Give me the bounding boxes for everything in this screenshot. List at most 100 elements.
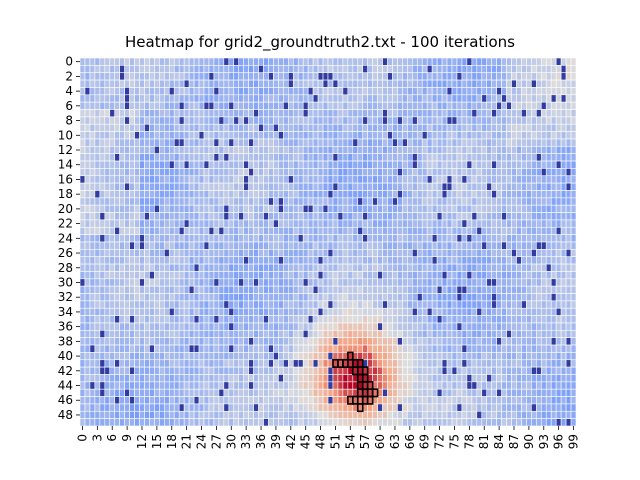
heatmap-cell xyxy=(124,79,130,88)
heatmap-cell xyxy=(178,410,185,419)
heatmap-cell xyxy=(377,160,383,169)
heatmap-cell xyxy=(248,79,254,88)
heatmap-cell xyxy=(436,307,443,316)
heatmap-cell xyxy=(84,315,91,324)
heatmap-cell xyxy=(273,381,279,390)
heatmap-cell xyxy=(94,116,101,125)
heatmap-cell xyxy=(89,285,96,294)
heatmap-cell xyxy=(337,263,344,272)
heatmap-cell xyxy=(471,160,478,169)
heatmap-cell xyxy=(243,344,249,353)
heatmap-cell xyxy=(193,153,200,162)
heatmap-cell xyxy=(292,418,299,427)
heatmap-cell xyxy=(94,131,101,140)
heatmap-cell xyxy=(159,160,165,169)
heatmap-cell xyxy=(526,175,532,184)
heatmap-cell xyxy=(253,381,259,390)
heatmap-cell xyxy=(357,123,364,132)
heatmap-cell xyxy=(327,204,334,213)
heatmap-cell xyxy=(178,168,185,177)
heatmap-cell xyxy=(555,337,562,346)
heatmap-cell xyxy=(550,388,557,397)
heatmap-cell xyxy=(89,87,96,96)
heatmap-cell xyxy=(104,175,111,184)
heatmap-cell xyxy=(387,226,393,235)
heatmap-cell xyxy=(183,330,190,338)
heatmap-cell xyxy=(258,300,264,309)
heatmap-cell xyxy=(486,72,492,81)
heatmap-cell xyxy=(263,256,269,265)
heatmap-cell xyxy=(213,396,220,405)
heatmap-cell xyxy=(516,138,522,147)
heatmap-cell xyxy=(555,366,562,375)
heatmap-cell xyxy=(178,160,185,169)
heatmap-cell xyxy=(367,101,373,110)
heatmap-cell xyxy=(203,403,210,412)
heatmap-cell xyxy=(94,146,101,154)
heatmap-cell xyxy=(496,234,502,243)
obstacle-cell xyxy=(218,388,225,397)
heatmap-cell xyxy=(164,87,170,96)
heatmap-cell xyxy=(268,307,274,316)
heatmap-cell xyxy=(342,109,349,118)
heatmap-cell xyxy=(392,337,398,346)
heatmap-cell xyxy=(154,219,160,228)
heatmap-cell xyxy=(565,160,572,169)
heatmap-cell xyxy=(377,57,383,66)
heatmap-cell xyxy=(317,418,324,427)
heatmap-cell xyxy=(99,146,106,154)
heatmap-cell xyxy=(481,307,488,316)
heatmap-cell xyxy=(521,271,527,280)
heatmap-cell xyxy=(476,381,483,390)
heatmap-cell xyxy=(426,388,433,397)
heatmap-cell xyxy=(506,234,512,243)
heatmap-cell xyxy=(99,241,106,250)
heatmap-cell xyxy=(129,175,135,184)
obstacle-cell xyxy=(302,101,309,110)
heatmap-cell xyxy=(481,101,488,110)
heatmap-cell xyxy=(302,359,309,368)
heatmap-cell xyxy=(441,293,448,302)
heatmap-cell xyxy=(570,366,577,375)
heatmap-cell xyxy=(119,182,125,191)
heatmap-cell xyxy=(283,123,289,132)
heatmap-cell xyxy=(397,131,403,140)
heatmap-cell xyxy=(104,330,111,338)
obstacle-cell xyxy=(238,278,244,287)
heatmap-cell xyxy=(367,153,373,162)
heatmap-cell xyxy=(327,418,334,427)
heatmap-cell xyxy=(258,116,264,125)
heatmap-cell xyxy=(99,94,106,103)
heatmap-cell xyxy=(550,160,557,169)
heatmap-cell xyxy=(253,226,259,235)
heatmap-cell xyxy=(476,344,483,353)
heatmap-cell xyxy=(506,359,512,368)
heatmap-cell xyxy=(545,168,552,177)
heatmap-cell xyxy=(183,116,190,125)
heatmap-cell xyxy=(555,153,562,162)
heatmap-cell xyxy=(278,285,284,294)
heatmap-cell xyxy=(292,410,299,419)
heatmap-cell xyxy=(124,315,130,324)
heatmap-cell xyxy=(407,315,413,324)
heatmap-cell xyxy=(372,160,378,169)
heatmap-cell xyxy=(372,352,378,361)
heatmap-cell xyxy=(565,204,572,213)
heatmap-cell xyxy=(119,168,125,177)
heatmap-cell xyxy=(327,182,334,191)
heatmap-cell xyxy=(159,182,165,191)
heatmap-cell xyxy=(183,94,190,103)
heatmap-cell xyxy=(292,190,299,199)
obstacle-cell xyxy=(208,226,215,235)
heatmap-cell xyxy=(426,263,433,272)
heatmap-cell xyxy=(114,285,120,294)
obstacle-cell xyxy=(273,123,279,132)
heatmap-cell xyxy=(233,226,240,235)
heatmap-cell xyxy=(119,234,125,243)
heatmap-cell xyxy=(114,204,120,213)
heatmap-cell xyxy=(332,293,339,302)
heatmap-cell xyxy=(104,138,111,147)
heatmap-cell xyxy=(327,241,334,250)
heatmap-cell xyxy=(213,322,220,331)
heatmap-cell xyxy=(278,344,284,353)
